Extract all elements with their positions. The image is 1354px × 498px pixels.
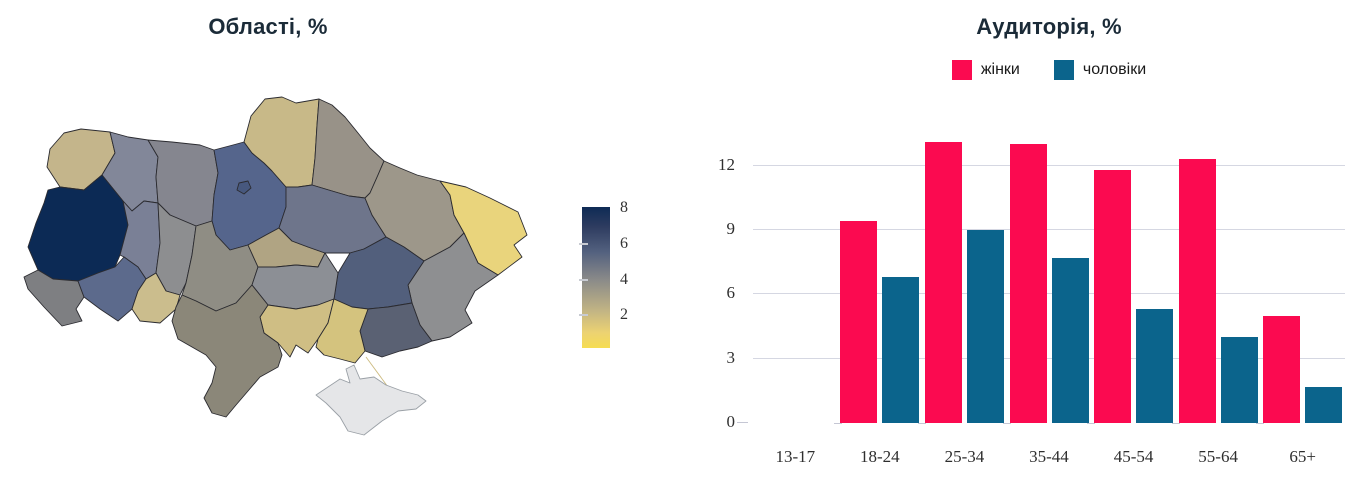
x-axis-category-label: 65+ <box>1289 447 1316 466</box>
x-axis-category-label: 55-64 <box>1198 447 1238 466</box>
bar-chart-plot-area <box>737 140 1345 424</box>
legend-label-women: жінки <box>980 61 1020 78</box>
bar-жінки-65+[interactable] <box>1263 315 1301 423</box>
region-odesa[interactable] <box>171 284 283 418</box>
colorbar-tick <box>579 278 588 281</box>
bar-чоловіки-35-44[interactable] <box>1051 257 1089 423</box>
y-axis-tick-label: 0 <box>726 412 736 431</box>
region-chernivtsi[interactable] <box>131 272 181 324</box>
y-axis-tick-label: 12 <box>718 154 735 174</box>
y-axis-tick-label: 3 <box>726 347 736 367</box>
region-khmelnytskyi[interactable] <box>155 202 197 296</box>
region-crimea[interactable] <box>315 364 427 436</box>
x-axis-category-label: 25-34 <box>944 447 985 466</box>
y-axis: 0 3 6 9 12 <box>680 140 736 431</box>
bar-chart-panel: Аудиторія, % жінки чоловіки 0 3 6 9 12 13-17… <box>680 0 1354 498</box>
gridline <box>753 229 1345 231</box>
baseline-tick <box>1002 422 1011 424</box>
colorbar-tick-label: 2 <box>620 306 628 324</box>
colorbar-tick-label: 4 <box>620 270 628 288</box>
x-axis: 13-17 18-24 25-34 35-44 45-54 55-64 65+ <box>753 447 1345 469</box>
region-zakarpattia[interactable] <box>23 269 85 327</box>
colorbar-tick-label: 8 <box>620 199 628 216</box>
ukraine-choropleth-map <box>23 96 528 436</box>
bar-жінки-18-24[interactable] <box>840 221 878 423</box>
baseline-tick <box>1087 422 1096 424</box>
y-axis-tick-label: 9 <box>726 219 736 239</box>
colorbar-tick <box>579 242 588 245</box>
region-luhansk[interactable] <box>439 180 528 276</box>
x-axis-category-label: 45-54 <box>1113 447 1154 466</box>
map-title: Області, % <box>208 14 328 39</box>
map-colorbar: 8 6 4 2 <box>579 199 652 348</box>
legend-item-men[interactable]: чоловіки <box>1053 60 1147 80</box>
bar-чоловіки-18-24[interactable] <box>882 277 920 423</box>
bar-жінки-25-34[interactable] <box>924 142 962 423</box>
baseline-tick <box>918 422 927 424</box>
x-axis-category-label: 13-17 <box>775 447 816 466</box>
bar-чоловіки-55-64[interactable] <box>1220 337 1258 423</box>
men-color-swatch <box>1053 60 1074 80</box>
region-sumy[interactable] <box>311 98 385 199</box>
bar-жінки-45-54[interactable] <box>1094 170 1132 423</box>
chart-legend: жінки чоловіки <box>753 60 1345 80</box>
bar-чоловіки-25-34[interactable] <box>966 230 1004 423</box>
bar-чоловіки-45-54[interactable] <box>1136 309 1174 423</box>
arabat-spit <box>365 356 389 388</box>
legend-label-men: чоловіки <box>1082 61 1147 78</box>
baseline-tick <box>833 422 842 424</box>
gridline <box>753 357 1345 359</box>
baseline-tick <box>1256 422 1265 424</box>
x-axis-category-label: 18-24 <box>860 447 900 466</box>
legend-item-women[interactable]: жінки <box>951 60 1020 80</box>
colorbar-gradient <box>582 207 610 348</box>
region-kherson[interactable] <box>315 298 369 364</box>
women-color-swatch <box>951 60 972 80</box>
bar-чоловіки-65+[interactable] <box>1305 386 1343 423</box>
zero-axis-tick <box>737 421 748 423</box>
bar-жінки-35-44[interactable] <box>1009 144 1047 423</box>
bar-chart-title: Аудиторія, % <box>976 14 1122 39</box>
gridline <box>753 164 1345 166</box>
x-axis-category-label: 35-44 <box>1029 447 1069 466</box>
region-lviv[interactable] <box>27 174 129 282</box>
map-panel: Області, % <box>23 14 652 436</box>
baseline-tick <box>1171 422 1180 424</box>
y-axis-tick-label: 6 <box>726 283 736 303</box>
gridline <box>753 293 1345 295</box>
colorbar-tick-label: 6 <box>620 234 628 252</box>
bar-жінки-55-64[interactable] <box>1178 159 1216 423</box>
colorbar-tick <box>579 314 588 317</box>
region-kyiv-city[interactable] <box>236 180 252 195</box>
